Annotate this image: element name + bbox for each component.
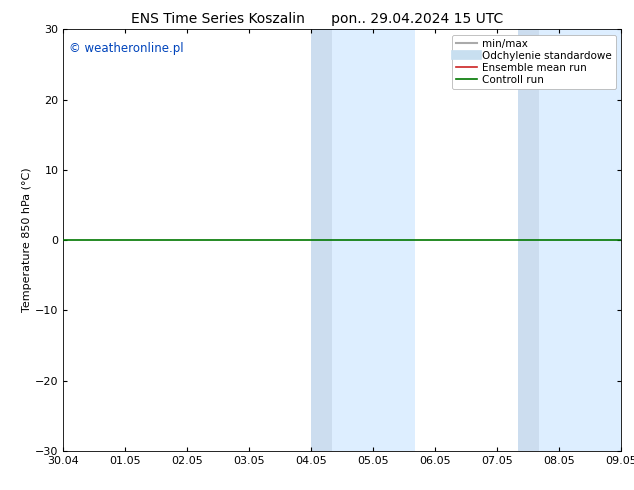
Bar [332, 29, 415, 451]
Bar [311, 29, 332, 451]
Bar [539, 29, 621, 451]
Legend: min/max, Odchylenie standardowe, Ensemble mean run, Controll run: min/max, Odchylenie standardowe, Ensembl… [452, 35, 616, 89]
Y-axis label: Temperature 850 hPa (°C): Temperature 850 hPa (°C) [22, 168, 32, 313]
Bar [518, 29, 539, 451]
Text: ENS Time Series Koszalin      pon.. 29.04.2024 15 UTC: ENS Time Series Koszalin pon.. 29.04.202… [131, 12, 503, 26]
Text: © weatheronline.pl: © weatheronline.pl [69, 42, 184, 55]
